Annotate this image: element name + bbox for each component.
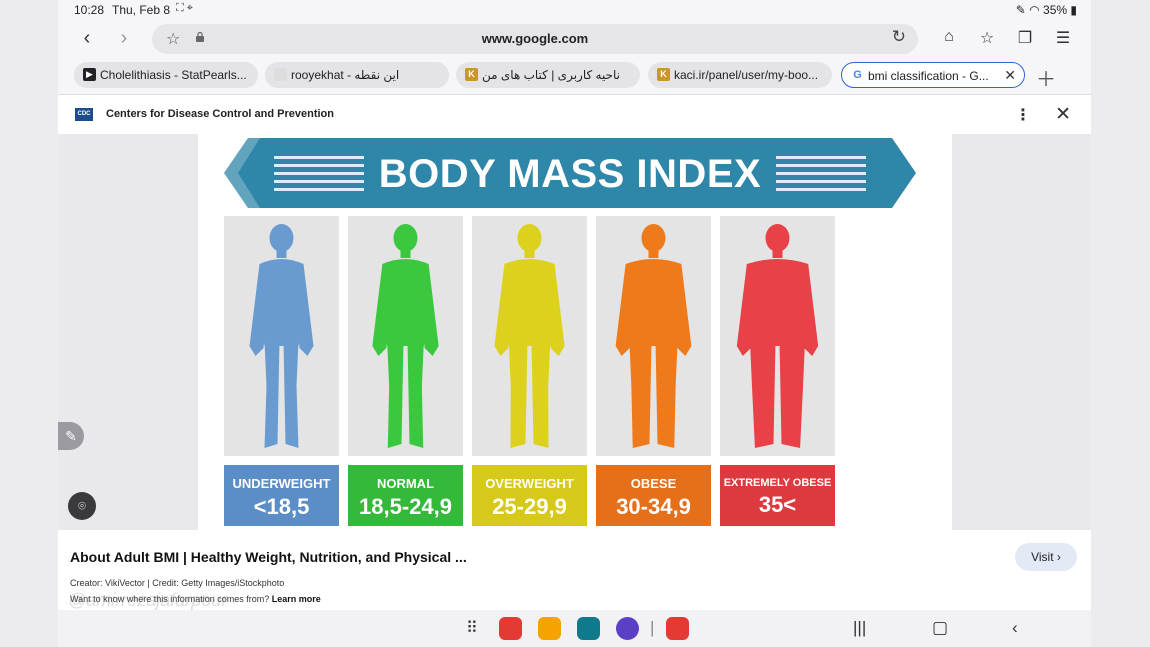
figure-card-extremely-obese (720, 216, 835, 456)
tab-title: bmi classification - G... (868, 69, 989, 83)
status-right: ✎ ◠ 35% ▮ (1016, 3, 1077, 17)
tab-title: ناحیه کاربری | کتاب های من (482, 68, 620, 82)
bmi-infographic[interactable]: BODY MASS INDEX UNDERWEIGHT <18,5 NORMAL 18… (198, 134, 952, 530)
body-silhouette (615, 224, 692, 448)
status-date: Thu, Feb 8 (112, 3, 171, 17)
browser-screen: 10:28 Thu, Feb 8 ⛶ ⌖ ✎ ◠ 35% ▮ ‹ › ☆ www… (58, 0, 1091, 647)
body-silhouette (249, 224, 314, 448)
address-bar[interactable]: ☆ www.google.com ↻ (152, 24, 918, 54)
tab-title: Cholelithiasis - StatPearls... (100, 68, 247, 82)
bmi-category-name: UNDERWEIGHT (232, 476, 331, 491)
more-options-icon[interactable]: ⋮ (1015, 107, 1031, 124)
screen-capture-icon: ⛶ ⌖ (176, 2, 193, 14)
bmi-label-overweight: OVERWEIGHT 25-29,9 (472, 465, 587, 526)
bmi-label-underweight: UNDERWEIGHT <18,5 (224, 465, 339, 526)
tab-rooyekhat[interactable]: rooyekhat - این نقطه (265, 62, 449, 88)
reload-icon[interactable]: ↻ (891, 27, 906, 46)
tab-my-books[interactable]: K ناحیه کاربری | کتاب های من (456, 62, 640, 88)
info-source-line: Want to know where this information come… (70, 594, 321, 604)
source-name[interactable]: Centers for Disease Control and Preventi… (106, 108, 334, 120)
dock-app-browser-icon[interactable] (616, 617, 639, 640)
status-time: 10:28 (74, 3, 105, 17)
image-source-header: CDC Centers for Disease Control and Prev… (58, 94, 1091, 134)
info-source-text: Want to know where this information come… (70, 594, 270, 604)
close-tab-icon[interactable]: ✕ (1004, 67, 1016, 83)
edit-pencil-button[interactable]: ✎ (58, 422, 84, 450)
tab-cholelithiasis[interactable]: ▶ Cholelithiasis - StatPearls... (74, 62, 258, 88)
bmi-range: 35< (758, 492, 797, 517)
bmi-label-obese: OBESE 30-34,9 (596, 465, 711, 526)
dock-app-wps-icon[interactable] (666, 617, 689, 640)
menu-icon[interactable]: ☰ (1055, 30, 1071, 47)
battery-level: 35% (1043, 3, 1068, 17)
tab-favicon-icon: K (657, 68, 670, 81)
image-credit: Creator: VikiVector | Credit: Getty Imag… (70, 578, 285, 588)
figure-card-overweight (472, 216, 587, 456)
bmi-category-name: NORMAL (376, 476, 435, 491)
infographic-title: BODY MASS INDEX (378, 152, 762, 196)
body-silhouette (372, 224, 439, 448)
tab-bmi-classification[interactable]: G bmi classification - G... ✕ (841, 62, 1025, 88)
dock-app-notes-icon[interactable] (499, 617, 522, 640)
bmi-category-name: OVERWEIGHT (485, 476, 574, 491)
dock-divider: | (650, 618, 655, 637)
bmi-range: 25-29,9 (492, 494, 567, 519)
tab-kaci[interactable]: K kaci.ir/panel/user/my-boo... (648, 62, 832, 88)
figure-card-normal (348, 216, 463, 456)
app-drawer-icon[interactable]: ⠿ (466, 620, 478, 637)
back-nav-icon[interactable]: ‹ (1012, 618, 1018, 637)
url-text: www.google.com (481, 31, 589, 46)
new-tab-button[interactable]: ＋ (1036, 69, 1056, 91)
body-silhouette (494, 224, 565, 448)
tab-title: kaci.ir/panel/user/my-boo... (674, 68, 819, 82)
battery-icon: ▮ (1070, 3, 1077, 17)
lens-search-button[interactable]: ⌾ (68, 492, 96, 520)
status-bar: 10:28 Thu, Feb 8 ⛶ ⌖ ✎ ◠ 35% ▮ (58, 0, 1091, 20)
visit-button[interactable]: Visit › (1015, 543, 1077, 571)
tab-strip: ▶ Cholelithiasis - StatPearls... rooyekh… (58, 60, 1091, 90)
bmi-label-normal: NORMAL 18,5-24,9 (348, 465, 463, 526)
recents-icon[interactable]: ||| (853, 618, 867, 637)
tabs-icon[interactable]: ❐ (1017, 30, 1033, 47)
tab-favicon-icon (274, 68, 287, 81)
image-caption: About Adult BMI | Healthy Weight, Nutrit… (58, 530, 1091, 610)
cdc-logo: CDC (75, 108, 93, 121)
google-icon: G (851, 69, 864, 82)
lock-icon (196, 32, 204, 42)
tab-favicon-icon: K (465, 68, 478, 81)
home-icon[interactable]: ⌂ (944, 28, 954, 45)
wifi-icon: ◠ (1029, 3, 1040, 17)
image-viewer: BODY MASS INDEX UNDERWEIGHT <18,5 NORMAL 18… (58, 134, 1091, 530)
banner-ribbon (224, 138, 916, 208)
tab-favicon-icon: ▶ (83, 68, 96, 81)
bmi-category-name: EXTREMELY OBESE (723, 477, 832, 489)
title-banner: BODY MASS INDEX (224, 138, 916, 208)
bmi-range: 18,5-24,9 (359, 494, 452, 519)
bmi-range: <18,5 (253, 494, 310, 519)
close-viewer-icon[interactable]: ✕ (1055, 104, 1071, 125)
learn-more-link[interactable]: Learn more (271, 594, 321, 604)
bmi-category-name: OBESE (630, 476, 677, 491)
figure-card-underweight (224, 216, 339, 456)
back-button[interactable]: ‹ (83, 27, 91, 49)
watermark: @amirrezajafarpour (68, 590, 228, 610)
caption-title[interactable]: About Adult BMI | Healthy Weight, Nutrit… (70, 549, 467, 565)
tab-title: rooyekhat - این نقطه (291, 68, 400, 82)
bookmarks-icon[interactable]: ☆ (979, 30, 995, 47)
home-nav-icon[interactable]: ▢ (932, 618, 949, 637)
figure-card-obese (596, 216, 711, 456)
bookmark-star-icon[interactable]: ☆ (166, 31, 181, 48)
system-navigation-bar: ⠿ | ||| ▢ ‹ (58, 610, 1091, 647)
dock-app-files-icon[interactable] (538, 617, 561, 640)
dock-app-store-icon[interactable] (577, 617, 600, 640)
body-silhouette (736, 224, 819, 448)
pen-icon: ✎ (1015, 3, 1026, 17)
forward-button[interactable]: › (120, 27, 128, 49)
bmi-range: 30-34,9 (616, 494, 691, 519)
browser-toolbar: ‹ › ☆ www.google.com ↻ ⌂ ☆ ❐ ☰ (58, 20, 1091, 56)
bmi-label-extremely-obese: EXTREMELY OBESE 35< (720, 465, 835, 526)
